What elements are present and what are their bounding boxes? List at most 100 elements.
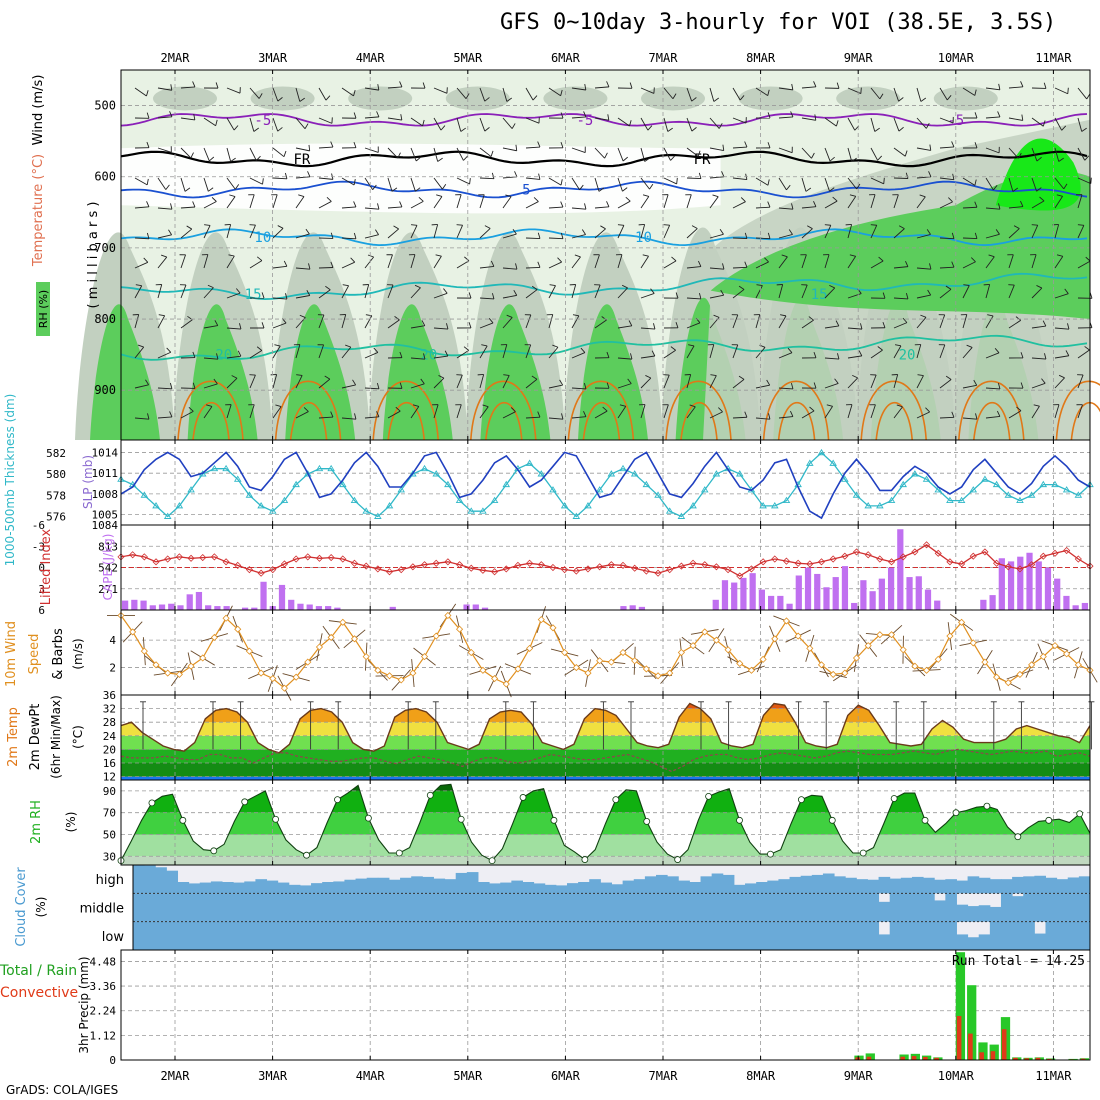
cape-bar	[306, 604, 313, 610]
wind-barb	[640, 377, 652, 389]
wind-barb-flag	[675, 292, 679, 299]
rh-point	[612, 796, 620, 804]
cloud-cell-low	[511, 921, 523, 950]
rh-point	[952, 809, 960, 817]
cape-bar	[768, 595, 775, 610]
wind-speed-point	[666, 669, 674, 677]
date-label-top: 9MAR	[844, 51, 874, 65]
precip-tick-label: 3.36	[90, 980, 117, 993]
rh-blotch-upper	[836, 86, 901, 111]
lifted-index-point	[129, 551, 137, 559]
rh-region-green	[710, 171, 1090, 320]
wind-barb-flag	[1044, 353, 1047, 360]
wind-speed-point	[572, 664, 580, 672]
wind-barb	[663, 194, 669, 209]
wind-barb	[479, 265, 494, 269]
wind-barb	[318, 117, 333, 124]
wind-barb-flag	[423, 353, 426, 360]
wind-barb	[433, 87, 448, 94]
cloud-cell-middle	[622, 893, 635, 922]
rh-point	[334, 796, 341, 804]
wind-barb-flag	[353, 201, 357, 208]
wind-barb-flag	[670, 155, 675, 161]
wind-barb-flag	[927, 289, 932, 296]
cloud-cell-low	[155, 921, 167, 950]
wind-barb-flag	[304, 123, 309, 129]
cloud-cell-middle	[878, 901, 891, 922]
lifted-index-point	[491, 568, 499, 576]
thickness-tick-label: 578	[46, 489, 66, 502]
wind-barb	[548, 177, 562, 186]
wind-barb	[916, 233, 931, 239]
rh-point	[983, 802, 991, 810]
wind-barb-flag	[306, 290, 311, 296]
cloud-cell-low	[889, 921, 902, 950]
wind-barb	[1031, 117, 1044, 127]
wind-barb	[663, 87, 674, 100]
isotherm--5	[120, 113, 1088, 127]
thickness-point	[665, 507, 674, 514]
wind-barb-flag	[373, 347, 379, 353]
wind-barb	[548, 314, 554, 329]
wind-barb-flag	[849, 254, 856, 257]
isotherm-30	[485, 401, 523, 441]
wind-barb-flag	[186, 225, 193, 230]
wind-barb	[1031, 325, 1046, 329]
isotherm-15	[120, 272, 1088, 301]
wind-barb	[939, 314, 946, 329]
wind-barb	[571, 256, 581, 269]
lifted-index-point	[736, 572, 744, 580]
wind-barb-flag	[395, 406, 401, 412]
series-wind-speed-line	[120, 614, 1091, 689]
wind-barb-flag	[184, 187, 191, 192]
cloud-cell-low	[900, 921, 913, 950]
wind-barb-flag	[192, 351, 196, 358]
wind-barb	[295, 117, 306, 130]
wind-barb-flag	[410, 224, 418, 226]
wind-barb-flag	[514, 171, 518, 177]
wind-barb	[893, 406, 903, 419]
thickness-point	[969, 486, 978, 493]
cape-bar	[1081, 602, 1088, 610]
wind-barb-flag	[283, 150, 287, 157]
wind-barb-flag	[809, 406, 815, 412]
wind-barb	[709, 233, 724, 239]
wind-barb-flag	[718, 407, 723, 413]
wind-barb-flag	[663, 224, 670, 226]
cloud-cell-middle	[166, 893, 179, 922]
cloud-cell-middle	[1034, 893, 1046, 922]
wind-barb-flag	[584, 203, 587, 210]
cloud-cell-middle	[489, 893, 501, 922]
thickness-point	[817, 448, 826, 456]
wind-barb	[801, 319, 814, 329]
thickness-point	[280, 496, 289, 504]
wind-barb-flag	[213, 378, 218, 385]
lifted-index-point	[876, 555, 884, 563]
wind-barb	[387, 86, 402, 89]
isotherm-label: 20	[215, 348, 232, 364]
wind-barb-flag	[606, 81, 610, 88]
cloud-cell-middle	[199, 893, 212, 922]
wind-barb-flag	[192, 382, 196, 389]
wind-barb-flag	[422, 82, 426, 89]
wind-barb-flag	[691, 97, 697, 102]
cloud-cell-high	[1034, 875, 1046, 894]
cloud-cell-low	[222, 921, 234, 950]
cloud-cell-middle	[945, 893, 957, 922]
wind-barb-flag	[1064, 288, 1069, 294]
precip-convective-bar	[866, 1056, 872, 1060]
wind-barb	[272, 147, 285, 158]
wind-barb-flag	[813, 382, 817, 389]
cloud-cell-middle	[1012, 896, 1024, 922]
wind-barb-flag	[166, 347, 172, 353]
cape-bar	[278, 584, 286, 610]
isotherm-25	[762, 380, 830, 441]
wind-barb	[410, 177, 416, 192]
lifted-index-tick-label: -3	[32, 540, 45, 553]
thickness-point	[712, 470, 721, 477]
wind-barb	[479, 374, 485, 389]
wind-barb	[732, 201, 746, 209]
wind-barb-flag	[537, 411, 541, 418]
cloud-cell-middle	[800, 893, 813, 922]
wind-barb	[824, 383, 839, 389]
